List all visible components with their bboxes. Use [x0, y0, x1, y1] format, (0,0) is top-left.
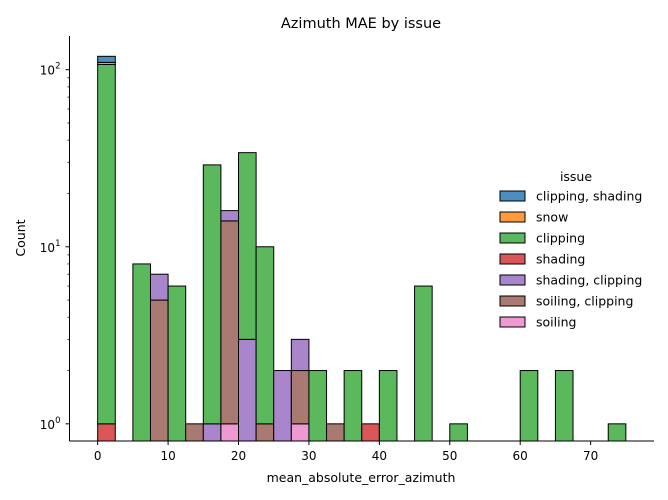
- bar-3-clipping: [167, 285, 187, 442]
- bar-10-soiling: [290, 423, 310, 442]
- bar-6-soiling-clipping: [220, 220, 240, 425]
- legend-swatch: [499, 190, 526, 202]
- bar-6-soiling: [220, 423, 240, 442]
- bar-9-shading-clipping: [273, 370, 292, 442]
- x-tick-label: 60: [513, 449, 528, 463]
- y-tick-label: 102: [40, 62, 61, 78]
- bar-12-soiling-clipping: [326, 423, 345, 442]
- x-axis-ticks: 0 10 20 30 40 50 60 70: [94, 441, 598, 463]
- x-tick-label: 70: [583, 449, 598, 463]
- legend: issue clipping, shading snow clipping shadi…: [499, 169, 642, 330]
- x-axis-label: mean_absolute_error_azimuth: [267, 470, 456, 485]
- bar-13-clipping: [343, 370, 363, 442]
- bar-8-clipping: [255, 246, 275, 425]
- bar-4-soiling-clipping: [185, 423, 204, 442]
- bar-11-clipping: [308, 370, 328, 442]
- chart-title: Azimuth MAE by issue: [281, 16, 441, 32]
- bar-7-shading-clipping: [238, 338, 257, 442]
- legend-entry: shading, clipping: [536, 273, 642, 288]
- y-axis-label: Count: [13, 219, 28, 256]
- bar-7-clipping: [238, 152, 257, 340]
- bar-17-clipping: [449, 423, 468, 442]
- x-tick-label: 50: [442, 449, 457, 463]
- legend-entry: soiling: [536, 315, 576, 330]
- bar-16-clipping: [414, 285, 433, 442]
- bar-15-clipping: [378, 370, 398, 442]
- bar-5-shading-clipping: [202, 423, 222, 442]
- bar-20-clipping: [607, 423, 627, 442]
- bar-0-clipping-shading: [97, 55, 116, 63]
- y-tick-label: 101: [40, 239, 61, 255]
- legend-title: issue: [560, 169, 592, 184]
- x-tick-label: 20: [231, 449, 246, 463]
- legend-swatch: [499, 295, 526, 307]
- bars-layer: [97, 55, 627, 442]
- bar-2-shading-clipping: [149, 273, 169, 301]
- legend-swatch: [499, 274, 526, 286]
- legend-entry: shading: [536, 252, 585, 267]
- legend-swatch: [499, 232, 526, 244]
- bar-18-clipping: [519, 370, 539, 442]
- legend-swatch: [499, 211, 526, 223]
- x-tick-label: 0: [94, 449, 102, 463]
- bar-8-soiling-clipping: [255, 423, 275, 442]
- legend-entry: soiling, clipping: [536, 294, 633, 309]
- bar-10-shading-clipping: [290, 338, 310, 372]
- legend-swatch: [499, 253, 526, 265]
- bar-6-shading-clipping: [220, 210, 240, 222]
- y-tick-label: 100: [40, 416, 61, 432]
- legend-swatch: [499, 316, 526, 328]
- legend-entry: clipping: [536, 231, 585, 246]
- y-axis-ticks: 100 101 102: [40, 62, 70, 432]
- legend-entry: snow: [536, 210, 568, 225]
- bar-0-clipping: [97, 64, 116, 425]
- bar-1-clipping: [132, 263, 151, 442]
- bar-14-shading: [361, 423, 380, 442]
- bar-0-shading: [97, 423, 116, 442]
- x-tick-label: 40: [372, 449, 387, 463]
- x-tick-label: 30: [301, 449, 316, 463]
- x-tick-label: 10: [160, 449, 175, 463]
- bar-2-soiling-clipping: [149, 299, 169, 442]
- bar-19-clipping: [554, 370, 574, 442]
- bar-10-soiling-clipping: [290, 370, 310, 425]
- bar-5-clipping: [202, 164, 222, 425]
- legend-entry: clipping, shading: [536, 189, 642, 204]
